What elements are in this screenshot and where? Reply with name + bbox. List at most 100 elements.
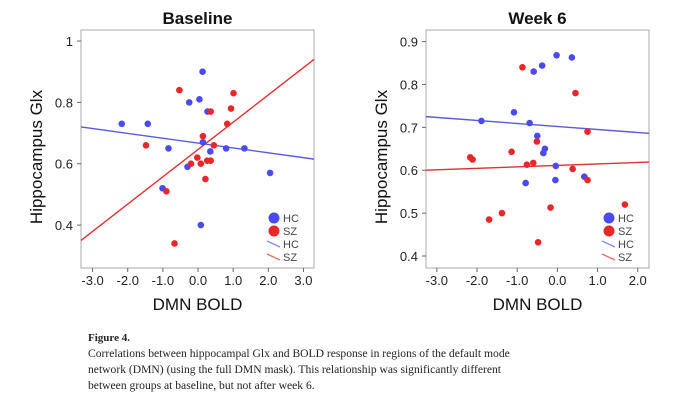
point-hc bbox=[522, 179, 529, 187]
caption-line: network (DMN) (using the full DMN mask).… bbox=[88, 363, 502, 376]
point-sz bbox=[584, 176, 591, 184]
point-hc bbox=[478, 117, 485, 125]
point-sz bbox=[533, 138, 541, 145]
point-sz bbox=[227, 105, 235, 112]
fit-line-hc bbox=[425, 115, 650, 135]
point-hc bbox=[553, 52, 560, 59]
chart-1: Week 6 0.9 0.8 0.7 0.6 0.5 0.4 -3.0 -2.0 -1.0 0.0 1… bbox=[372, 9, 650, 314]
fit-line-sz bbox=[80, 58, 315, 241]
figure-caption: Figure 4. Correlations between hippocamp… bbox=[88, 330, 648, 394]
point-hc bbox=[199, 138, 207, 146]
point-sz bbox=[163, 188, 170, 195]
point-sz bbox=[529, 159, 537, 167]
chart-title: Week 6 bbox=[508, 9, 566, 28]
fit-line-sz bbox=[425, 161, 650, 171]
point-hc bbox=[144, 120, 152, 128]
legend-label: HC bbox=[283, 213, 299, 225]
point-sz bbox=[584, 128, 591, 135]
x-tick-label: -2.0 bbox=[466, 273, 488, 288]
point-sz bbox=[485, 216, 493, 223]
point-sz bbox=[519, 64, 526, 71]
x-tick-label: -1.0 bbox=[506, 273, 528, 288]
point-sz bbox=[547, 204, 554, 211]
x-tick-label: 2.0 bbox=[629, 273, 647, 288]
caption-line: Correlations between hippocampal Glx and… bbox=[88, 347, 510, 360]
y-tick-label: 0.4 bbox=[55, 218, 73, 233]
y-tick-label: 0.6 bbox=[400, 163, 418, 178]
point-sz bbox=[207, 108, 214, 115]
y-tick-label: 1 bbox=[66, 34, 73, 49]
legend-marker-hc bbox=[603, 212, 615, 224]
y-tick-label: 0.9 bbox=[400, 35, 418, 50]
point-hc bbox=[552, 162, 560, 170]
x-tick-label: -2.0 bbox=[117, 273, 139, 288]
y-axis-label: Hippocampus Glx bbox=[372, 89, 391, 224]
x-tick-label: 0.0 bbox=[189, 273, 207, 288]
chart-title: Baseline bbox=[163, 9, 233, 28]
legend-label: SZ bbox=[618, 226, 632, 238]
legend-marker-sz bbox=[603, 225, 615, 237]
y-tick-label: 0.4 bbox=[400, 249, 418, 264]
point-sz bbox=[498, 209, 506, 217]
legend-line-hc bbox=[601, 240, 616, 248]
plot-frame bbox=[425, 29, 650, 269]
legend-line-sz bbox=[266, 253, 281, 261]
point-sz bbox=[187, 160, 195, 168]
point-sz bbox=[223, 120, 231, 128]
point-sz bbox=[176, 86, 183, 94]
point-sz bbox=[194, 154, 201, 161]
point-sz bbox=[621, 201, 629, 208]
point-hc bbox=[510, 109, 518, 116]
point-sz bbox=[142, 142, 150, 149]
point-hc bbox=[266, 169, 274, 177]
caption-label: Figure 4. bbox=[88, 332, 130, 344]
caption-line: between groups at baseline, but not afte… bbox=[88, 379, 315, 392]
point-sz bbox=[572, 89, 579, 97]
point-hc bbox=[118, 120, 126, 128]
chart-0: Baseline 1 0.8 0.6 0.4 -3.0 -2.0 -1.0 0.0 1.0 2.0 3… bbox=[27, 9, 315, 314]
point-hc bbox=[552, 176, 559, 184]
point-hc bbox=[185, 99, 193, 106]
y-tick-label: 0.8 bbox=[55, 95, 73, 110]
x-tick-label: 0.0 bbox=[548, 273, 566, 288]
y-tick-label: 0.5 bbox=[400, 206, 418, 221]
point-hc bbox=[197, 221, 205, 229]
x-tick-label: 3.0 bbox=[294, 273, 312, 288]
x-tick-label: 1.0 bbox=[589, 273, 607, 288]
x-tick-label: 2.0 bbox=[259, 273, 277, 288]
figure-panels: Baseline 1 0.8 0.6 0.4 -3.0 -2.0 -1.0 0.0 1.0 2.0 3… bbox=[27, 9, 650, 314]
x-tick-label: -3.0 bbox=[81, 273, 103, 288]
point-hc bbox=[533, 132, 541, 140]
point-sz bbox=[197, 160, 205, 168]
y-tick-label: 0.8 bbox=[400, 77, 418, 92]
point-hc bbox=[165, 145, 172, 152]
point-sz bbox=[508, 148, 515, 156]
y-tick-label: 0.6 bbox=[55, 157, 73, 172]
point-hc bbox=[222, 145, 230, 152]
point-hc bbox=[207, 148, 214, 155]
legend-label: HC bbox=[618, 239, 634, 251]
point-sz bbox=[210, 142, 218, 149]
legend-label: HC bbox=[618, 213, 634, 225]
point-sz bbox=[230, 89, 237, 97]
legend-marker-sz bbox=[268, 225, 280, 237]
x-axis-label: DMN BOLD bbox=[153, 295, 243, 314]
legend-marker-hc bbox=[268, 212, 280, 224]
point-hc bbox=[540, 149, 547, 157]
y-axis-label: Hippocampus Glx bbox=[27, 89, 46, 224]
point-sz bbox=[523, 161, 531, 168]
fit-line-hc bbox=[80, 126, 315, 160]
point-sz bbox=[202, 175, 209, 183]
x-tick-label: -1.0 bbox=[152, 273, 174, 288]
point-hc bbox=[199, 68, 206, 76]
legend-label: HC bbox=[283, 239, 299, 251]
point-hc bbox=[196, 96, 203, 103]
point-sz bbox=[534, 238, 542, 246]
x-tick-label: -3.0 bbox=[426, 273, 448, 288]
legend-label: SZ bbox=[618, 252, 632, 264]
x-axis-label: DMN BOLD bbox=[493, 295, 583, 314]
point-hc bbox=[530, 68, 537, 75]
point-sz bbox=[199, 132, 207, 140]
legend-label: SZ bbox=[283, 226, 297, 238]
